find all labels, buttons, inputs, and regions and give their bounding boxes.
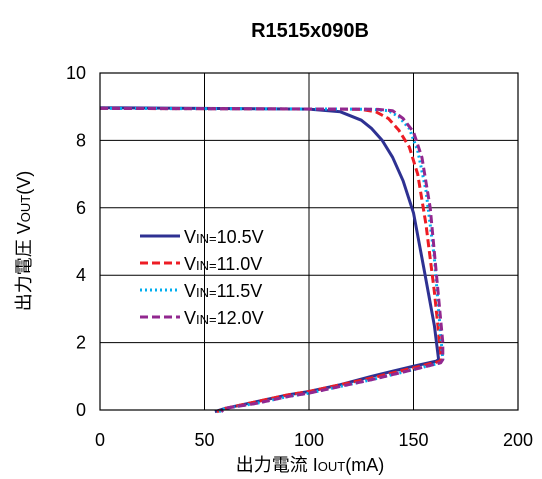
x-tick-label: 0 (95, 430, 105, 450)
x-axis-label: 出力電流 IOUT(mA) (236, 455, 384, 475)
x-tick-label: 200 (503, 430, 533, 450)
y-tick-label: 6 (76, 198, 86, 218)
legend-label-1: VIN=10.5V (184, 227, 264, 247)
plot-frame (99, 72, 519, 411)
x-tick-labels: 0 50 100 150 200 (95, 430, 533, 450)
x-tick-label: 150 (398, 430, 428, 450)
x-tick-label: 50 (194, 430, 214, 450)
y-tick-labels: 0 2 4 6 8 10 (66, 63, 86, 420)
y-tick-label: 2 (76, 333, 86, 353)
y-tick-label: 8 (76, 130, 86, 150)
series-line-2 (99, 106, 443, 414)
series-group (99, 106, 445, 414)
y-tick-label: 4 (76, 265, 86, 285)
y-tick-label: 0 (76, 400, 86, 420)
legend: VIN=10.5V VIN=11.0V VIN=11.5V VIN=12.0V (140, 227, 264, 328)
series-line-1 (99, 106, 441, 414)
series-line-4 (99, 106, 445, 413)
legend-label-2: VIN=11.0V (184, 254, 262, 274)
x-tick-label: 100 (294, 430, 324, 450)
y-tick-label: 10 (66, 63, 86, 83)
legend-label-3: VIN=11.5V (184, 281, 262, 301)
chart-title: R1515x090B (251, 20, 369, 42)
y-axis-label: 出力電圧 VOUT(V) (14, 171, 34, 311)
grid (100, 73, 518, 410)
legend-label-4: VIN=12.0V (184, 308, 264, 328)
